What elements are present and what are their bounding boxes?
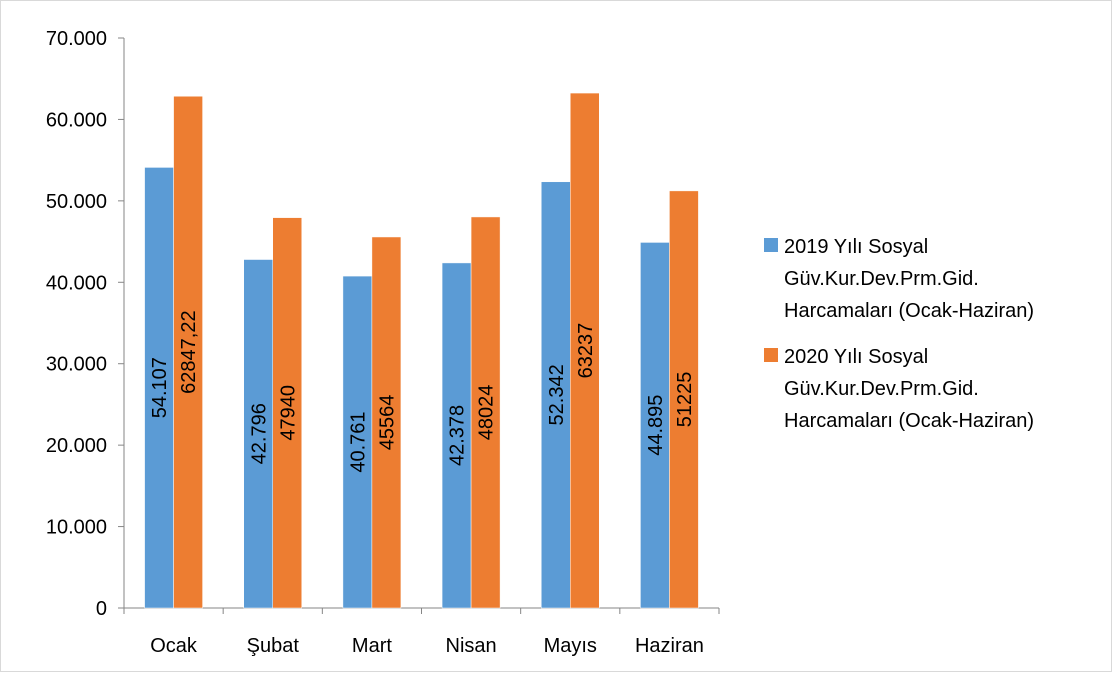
bar bbox=[470, 216, 501, 609]
data-labels: 54.107 42.796 40.761 42.378 52.342 44.895 6284… bbox=[149, 310, 696, 472]
legend: 2019 Yılı Sosyal Güv.Kur.Dev.Prm.Gid. Harc… bbox=[764, 236, 1034, 432]
legend-swatch bbox=[764, 238, 778, 252]
y-tick-label: 60.000 bbox=[46, 109, 107, 131]
legend-label: Güv.Kur.Dev.Prm.Gid. bbox=[784, 378, 979, 400]
bar bbox=[640, 242, 670, 609]
y-tick-label: 40.000 bbox=[46, 272, 107, 294]
bar bbox=[272, 217, 302, 609]
bar bbox=[144, 167, 174, 609]
data-label: 63237 bbox=[575, 323, 597, 379]
x-tick-label: Haziran bbox=[635, 635, 704, 657]
x-tick-label: Mart bbox=[352, 635, 392, 657]
bar bbox=[173, 95, 203, 609]
bar bbox=[342, 275, 373, 609]
legend-label: Güv.Kur.Dev.Prm.Gid. bbox=[784, 268, 979, 290]
bars bbox=[144, 92, 699, 609]
y-tick-label: 50.000 bbox=[46, 191, 107, 213]
data-label: 48024 bbox=[476, 385, 498, 441]
data-label: 40.761 bbox=[347, 411, 369, 472]
legend-label: Harcamaları (Ocak-Haziran) bbox=[784, 300, 1034, 322]
data-label: 45564 bbox=[376, 395, 398, 451]
data-label: 42.796 bbox=[248, 403, 270, 464]
legend-label: 2020 Yılı Sosyal bbox=[784, 346, 928, 368]
legend-swatch bbox=[764, 348, 778, 362]
legend-label: Harcamaları (Ocak-Haziran) bbox=[784, 410, 1034, 432]
bar bbox=[669, 190, 699, 609]
data-label: 52.342 bbox=[546, 364, 568, 425]
axes: 0 10.000 20.000 30.000 40.000 50.000 60.000 70.… bbox=[46, 28, 720, 657]
x-tick-label: Ocak bbox=[150, 635, 198, 657]
legend-label: 2019 Yılı Sosyal bbox=[784, 236, 928, 258]
bar bbox=[371, 236, 402, 609]
bar bbox=[243, 259, 273, 609]
bar bbox=[441, 262, 472, 609]
x-tick-label: Şubat bbox=[247, 635, 300, 657]
bar bbox=[541, 181, 571, 609]
bar bbox=[570, 92, 600, 609]
y-tick-label: 10.000 bbox=[46, 517, 107, 539]
data-label: 51225 bbox=[674, 372, 696, 428]
x-tick-label: Nisan bbox=[446, 635, 497, 657]
y-tick-label: 20.000 bbox=[46, 435, 107, 457]
x-tick-label: Mayıs bbox=[544, 635, 597, 657]
data-label: 62847,22 bbox=[178, 310, 200, 393]
data-label: 47940 bbox=[277, 385, 299, 441]
data-label: 42.378 bbox=[447, 405, 469, 466]
data-label: 54.107 bbox=[149, 357, 171, 418]
data-label: 44.895 bbox=[645, 395, 667, 456]
y-tick-label: 0 bbox=[96, 598, 107, 620]
y-tick-label: 70.000 bbox=[46, 28, 107, 50]
y-tick-label: 30.000 bbox=[46, 354, 107, 376]
